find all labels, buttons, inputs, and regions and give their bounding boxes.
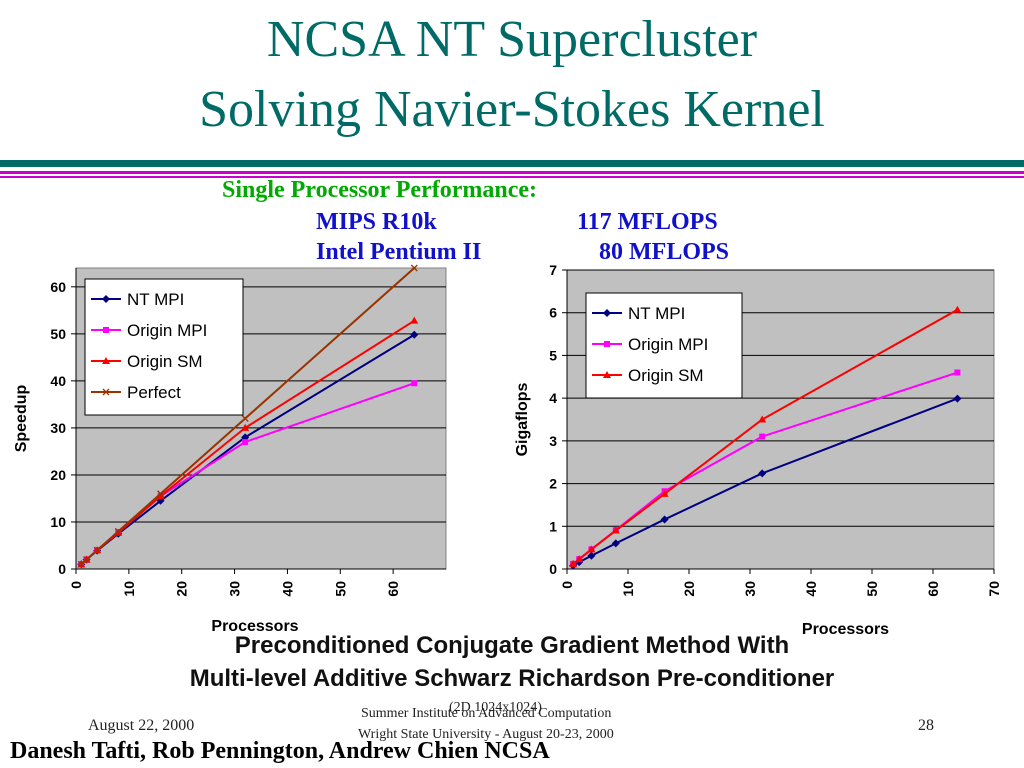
x-tick-label: 0 [559,581,575,589]
data-point [242,439,249,446]
legend-marker [604,341,610,347]
y-tick-label: 60 [50,279,66,295]
data-point [953,305,962,313]
y-tick-label: 20 [50,467,66,483]
x-axis-label: Processors [211,618,298,635]
caption-line2: Multi-level Additive Schwarz Richardson … [189,665,835,692]
cpu2-name: Intel Pentium II [316,239,482,265]
y-tick-label: 4 [549,390,557,406]
x-tick-label: 60 [925,581,941,597]
y-tick-label: 5 [549,347,557,363]
y-tick-label: 6 [549,305,557,321]
footer-date: August 22, 2000 [88,717,195,734]
y-tick-label: 40 [50,373,66,389]
x-tick-label: 50 [864,581,880,597]
data-point [660,515,669,524]
data-point [575,555,584,563]
y-tick-label: 0 [58,561,66,577]
data-point [953,394,962,403]
legend-label: NT MPI [127,290,184,309]
cpu2-value: 80 MFLOPS [599,239,729,265]
legend-label: Origin SM [127,352,203,371]
y-tick-label: 1 [549,518,557,534]
legend-label: NT MPI [628,304,685,323]
x-tick-label: 40 [279,581,295,597]
y-axis-label: Speedup [13,384,30,452]
data-point [157,490,165,498]
legend-label: Origin MPI [628,335,708,354]
x-tick-label: 30 [227,581,243,597]
data-point [410,330,419,339]
legend-box [585,292,743,399]
data-point [587,551,596,560]
data-point [569,559,578,567]
data-point [114,527,122,535]
page-number: 28 [918,717,934,734]
x-axis-label: Processors [802,621,889,638]
data-point [759,433,766,440]
data-point [611,526,620,534]
series-origin-sm [569,305,962,567]
y-tick-label: 10 [50,514,66,530]
x-tick-label: 70 [986,581,1002,597]
x-tick-label: 60 [385,581,401,597]
y-tick-label: 30 [50,420,66,436]
y-tick-label: 50 [50,326,66,342]
single-processor-heading: Single Processor Performance: [222,177,538,203]
legend-label: Perfect [127,383,181,402]
y-tick-label: 3 [549,433,557,449]
data-point [241,423,250,431]
x-tick-label: 40 [803,581,819,597]
legend-label: Origin SM [628,366,704,385]
data-point [156,492,165,500]
x-tick-label: 10 [620,581,636,597]
cpu1-value: 117 MFLOPS [577,209,718,235]
footer-institute-line1: Summer Institute on Advanced Computation [361,706,612,721]
x-tick-label: 20 [174,581,190,597]
divider-teal [0,160,1024,167]
legend-marker [103,327,109,333]
data-point [611,539,620,548]
authors: Danesh Tafti, Rob Pennington, Andrew Chi… [10,738,550,764]
speedup-chart: 0 10 20 30 40 50 60 0 10 20 30 40 50 60 Processors Spee… [13,264,447,635]
x-tick-label: 30 [742,581,758,597]
x-tick-label: 50 [332,581,348,597]
slide-title-line2: Solving Navier-Stokes Kernel [199,81,825,138]
data-point [587,545,596,553]
data-point [93,546,101,554]
divider-magenta-bottom [0,176,1024,178]
data-point [411,380,418,387]
legend-label: Origin MPI [127,321,207,340]
footer-problem-size: (2D 1024x1024) [449,700,542,715]
data-point [410,316,419,324]
slide-title-line1: NCSA NT Supercluster [266,11,758,68]
data-point [83,556,91,564]
legend-marker [603,371,611,378]
x-tick-label: 10 [121,581,137,597]
series-perfect [77,264,418,568]
x-tick-label: 0 [68,581,84,589]
footer-institute-line2: Wright State University - August 20-23, … [358,727,614,742]
y-tick-label: 0 [549,561,557,577]
legend-marker [603,309,611,317]
data-point [410,264,418,272]
y-tick-label: 2 [549,476,557,492]
y-tick-label: 7 [549,262,557,278]
legend-marker [102,357,110,364]
x-tick-label: 20 [681,581,697,597]
y-axis-label: Gigaflops [514,383,531,457]
legend-marker [102,388,110,396]
caption-line1: Preconditioned Conjugate Gradient Method… [234,632,790,659]
data-point [954,369,961,376]
legend-marker [102,295,110,303]
data-point [660,489,669,497]
data-point [758,415,767,423]
data-point [758,469,767,478]
cpu1-name: MIPS R10k [316,209,437,235]
divider-magenta-top [0,171,1024,174]
data-point [241,415,249,422]
